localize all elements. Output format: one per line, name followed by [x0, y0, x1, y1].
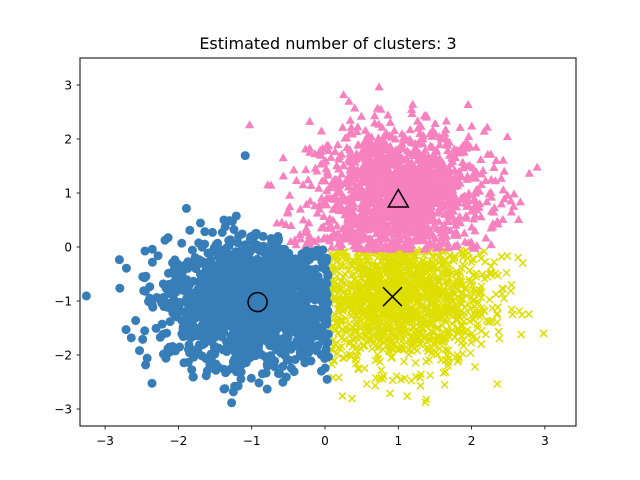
center-x-icon — [382, 286, 403, 307]
x-tick-label: 3 — [541, 434, 549, 448]
y-tick-label: 3 — [64, 79, 72, 93]
y-tick-label: 2 — [64, 133, 72, 147]
x-tick-label: 1 — [394, 434, 402, 448]
x-tick-label: −3 — [96, 434, 114, 448]
center-triangle-icon — [387, 187, 410, 208]
chart-title: Estimated number of clusters: 3 — [199, 34, 456, 53]
axes-frame — [79, 57, 577, 427]
x-tick-label: 0 — [321, 434, 329, 448]
y-tick-label: 0 — [64, 241, 72, 255]
x-tick-label: 2 — [468, 434, 476, 448]
x-axis: −3 −2 −1 0 1 2 3 — [96, 426, 549, 448]
center-circle-icon — [247, 291, 268, 313]
cluster-centers — [247, 187, 410, 313]
y-axis: −3 −2 −1 0 1 2 3 — [54, 79, 80, 417]
y-tick-label: 1 — [64, 187, 72, 201]
y-tick-label: −1 — [54, 295, 72, 309]
x-tick-label: −1 — [243, 434, 261, 448]
y-tick-label: −2 — [54, 349, 72, 363]
x-tick-label: −2 — [170, 434, 188, 448]
scatter-points — [81, 82, 548, 408]
y-tick-label: −3 — [54, 403, 72, 417]
